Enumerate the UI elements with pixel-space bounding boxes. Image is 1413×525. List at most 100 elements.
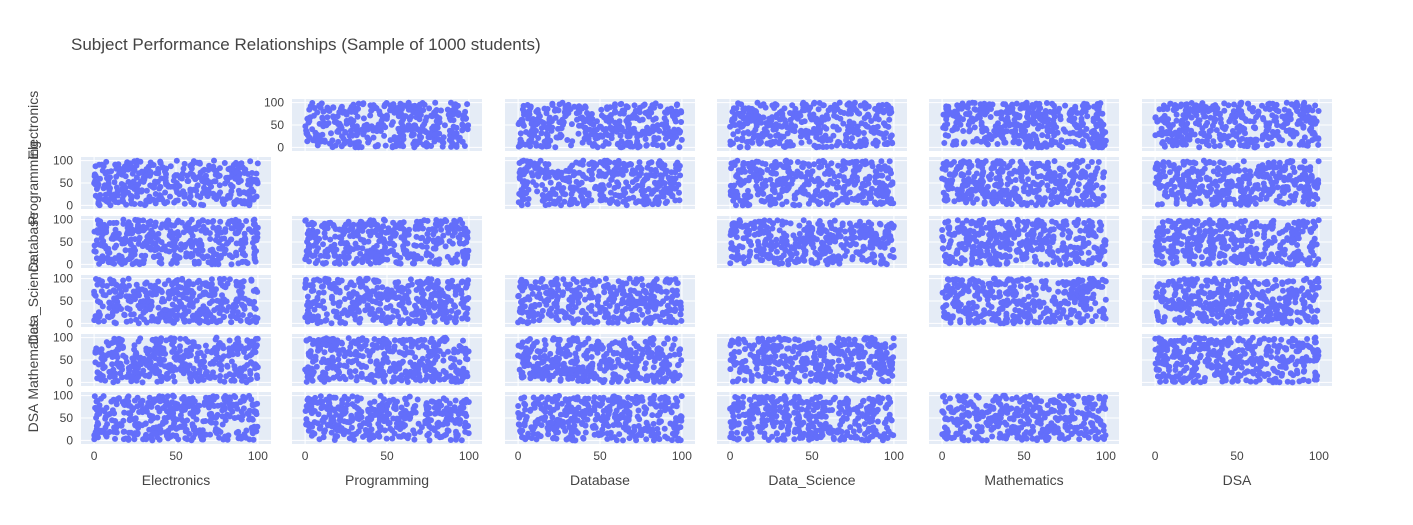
scatter-point xyxy=(1195,117,1202,124)
scatter-point xyxy=(210,249,217,256)
scatter-point xyxy=(1250,139,1256,146)
scatter-point xyxy=(643,172,650,179)
scatter-point xyxy=(234,198,241,205)
scatter-point xyxy=(856,234,863,241)
scatter-point xyxy=(302,123,309,130)
scatter-point xyxy=(219,198,226,205)
scatter-point xyxy=(1199,104,1206,111)
scatter-point xyxy=(812,249,819,256)
scatter-point xyxy=(373,128,380,135)
scatter-point xyxy=(1016,132,1022,139)
scatter-point xyxy=(1309,137,1316,144)
scatter-point xyxy=(1185,136,1192,143)
scatter-point xyxy=(542,174,549,181)
scatter-point xyxy=(1069,196,1075,203)
scatter-point xyxy=(1210,115,1217,122)
scatter-point xyxy=(522,141,529,148)
scatter-point xyxy=(576,122,582,129)
scatter-point xyxy=(1051,158,1058,165)
scatter-point xyxy=(366,219,373,226)
scatter-point xyxy=(1303,142,1310,149)
scatter-point xyxy=(750,115,757,122)
panel-programming-vs-database xyxy=(505,157,695,209)
scatter-point xyxy=(454,251,461,258)
scatter-point xyxy=(1216,142,1223,149)
scatter-point xyxy=(579,139,586,146)
scatter-point xyxy=(464,101,471,108)
scatter-point xyxy=(238,160,245,167)
scatter-point xyxy=(1030,169,1037,176)
scatter-point xyxy=(413,141,420,148)
scatter-point xyxy=(734,128,741,135)
scatter-point xyxy=(662,170,669,177)
scatter-point xyxy=(1170,106,1177,113)
scatter-point xyxy=(108,168,115,175)
scatter-point xyxy=(197,194,204,201)
scatter-point xyxy=(543,110,550,117)
scatter-point xyxy=(106,187,113,194)
scatter-point xyxy=(974,158,981,165)
scatter-point xyxy=(414,255,420,262)
scatter-point xyxy=(1057,185,1064,192)
scatter-point xyxy=(517,130,524,137)
scatter-point xyxy=(874,139,881,146)
scatter-point xyxy=(673,102,680,109)
scatter-point xyxy=(159,164,166,171)
scatter-point xyxy=(846,189,853,196)
scatter-point xyxy=(608,126,615,133)
scatter-point xyxy=(417,235,424,242)
scatter-point xyxy=(312,232,319,239)
scatter-point xyxy=(218,252,225,259)
scatter-point xyxy=(442,243,449,250)
scatter-point xyxy=(1075,181,1082,188)
scatter-point xyxy=(1058,166,1065,173)
scatter-point xyxy=(131,158,138,165)
scatter-point xyxy=(808,176,815,183)
scatter-point xyxy=(1210,138,1217,145)
scatter-point xyxy=(243,190,250,197)
scatter-point xyxy=(827,219,834,226)
scatter-point xyxy=(1213,127,1220,134)
scatter-point xyxy=(1301,99,1308,106)
scatter-point xyxy=(883,261,890,268)
scatter-point xyxy=(1297,164,1303,171)
scatter-point xyxy=(856,110,863,117)
scatter-point xyxy=(828,143,835,150)
scatter-point xyxy=(1231,101,1237,108)
scatter-point xyxy=(1036,100,1043,107)
scatter-point xyxy=(977,177,984,184)
scatter-point xyxy=(1252,125,1259,132)
scatter-point xyxy=(1191,191,1198,197)
scatter-point xyxy=(853,241,859,248)
scatter-point xyxy=(1078,173,1085,180)
scatter-point xyxy=(1220,167,1227,174)
scatter-point xyxy=(532,140,539,147)
scatter-point xyxy=(805,191,812,198)
scatter-point xyxy=(337,240,344,247)
scatter-point xyxy=(878,107,885,114)
scatter-point xyxy=(242,236,249,243)
scatter-point xyxy=(1229,182,1236,189)
scatter-point xyxy=(177,246,184,253)
scatter-point xyxy=(1030,112,1037,118)
scatter-point xyxy=(615,162,622,169)
scatter-point xyxy=(120,257,127,264)
scatter-point xyxy=(400,102,407,109)
scatter-point xyxy=(384,113,390,120)
scatter-point xyxy=(422,117,429,124)
scatter-point xyxy=(579,114,586,121)
scatter-point xyxy=(1286,140,1293,147)
scatter-point xyxy=(1182,141,1189,148)
scatter-point xyxy=(176,183,183,189)
scatter-point xyxy=(237,240,244,247)
scatter-point xyxy=(569,138,576,145)
scatter-point xyxy=(887,235,894,242)
scatter-point xyxy=(394,222,401,229)
scatter-point xyxy=(649,172,656,179)
scatter-point xyxy=(367,112,374,119)
scatter-point xyxy=(427,258,434,265)
scatter-point xyxy=(1296,141,1303,148)
scatter-point xyxy=(727,123,734,130)
scatter-point xyxy=(1212,102,1219,109)
